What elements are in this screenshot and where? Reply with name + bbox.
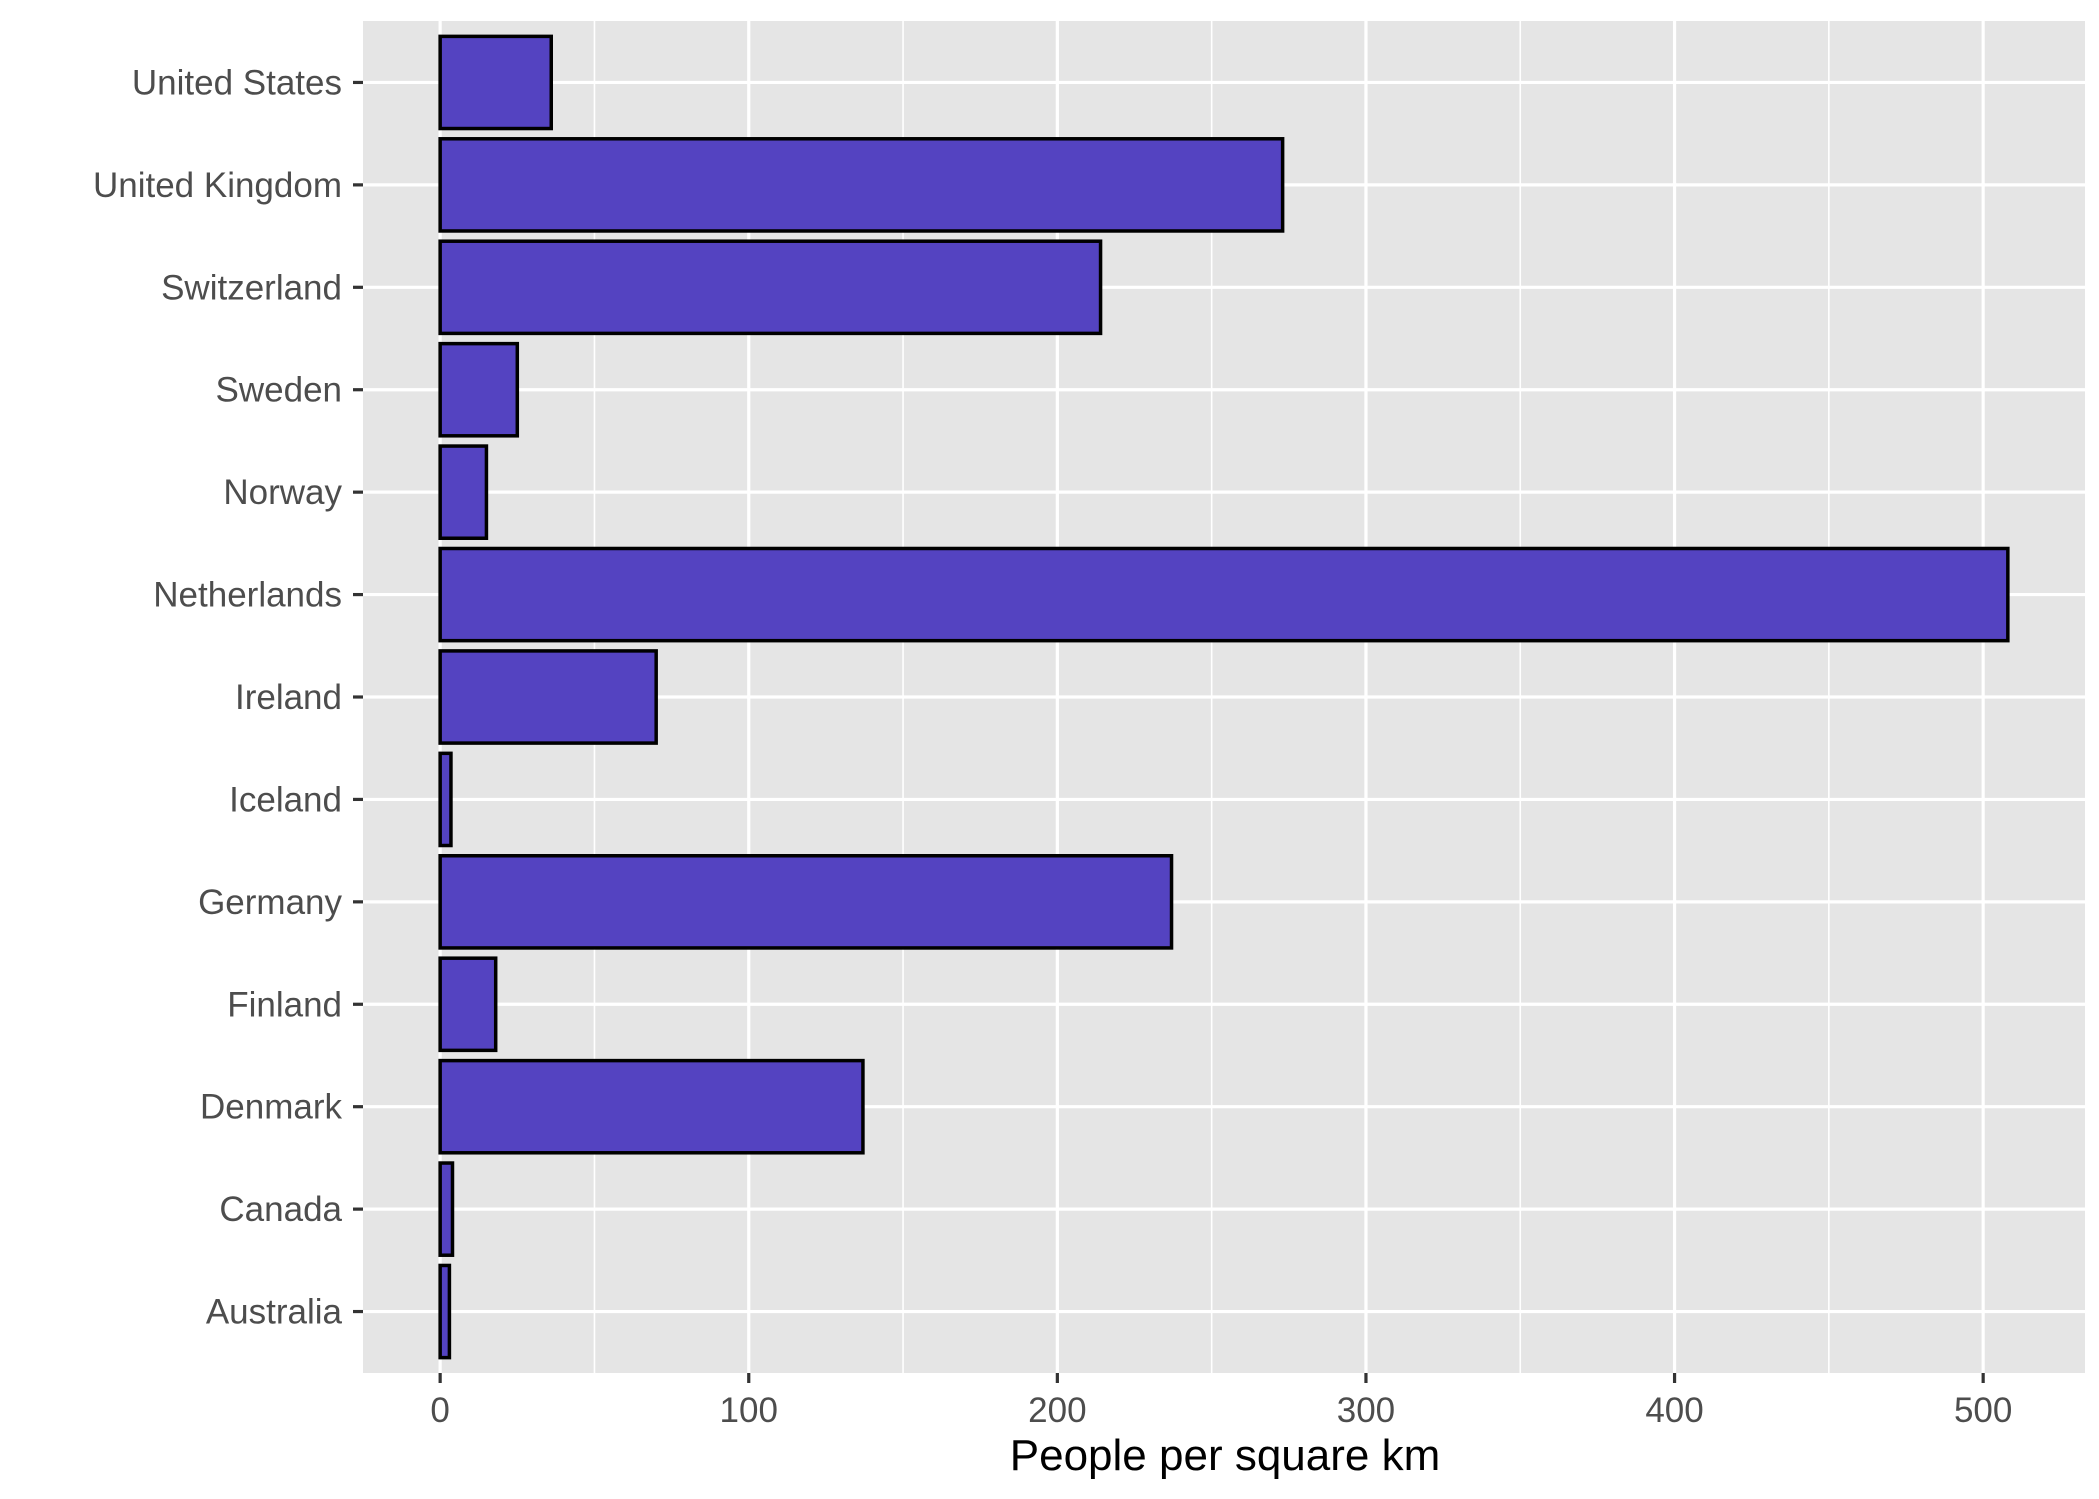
y-tick-label: Netherlands: [153, 576, 342, 615]
bar-ireland: [438, 649, 658, 745]
x-tick-label: 400: [1645, 1391, 1703, 1430]
y-tick-label: Norway: [223, 473, 342, 512]
y-tick-label: Sweden: [216, 371, 342, 410]
bar-iceland: [438, 751, 453, 848]
y-tick-label: Finland: [227, 985, 342, 1024]
y-tick-label: Canada: [219, 1190, 342, 1229]
bar-finland: [438, 956, 498, 1053]
x-tick-label: 100: [720, 1391, 778, 1430]
bar-denmark: [438, 1058, 865, 1155]
x-axis: 0 100 200 300 400 500: [430, 1373, 2012, 1430]
y-tick-label: Switzerland: [161, 268, 342, 307]
y-tick-label: Denmark: [200, 1088, 342, 1127]
bar-australia: [438, 1263, 452, 1360]
bar-switzerland: [438, 239, 1103, 336]
y-tick-label: United Kingdom: [93, 166, 342, 205]
x-tick-label: 300: [1337, 1391, 1395, 1430]
y-axis: United States United Kingdom Switzerland Sw…: [93, 63, 363, 1332]
bar-united-kingdom: [438, 137, 1285, 233]
x-tick-label: 200: [1028, 1391, 1086, 1430]
bars: [438, 34, 2010, 1360]
y-tick-label: Iceland: [229, 780, 342, 819]
y-tick-label: Ireland: [235, 678, 342, 717]
y-tick-label: Australia: [206, 1293, 343, 1332]
x-tick-label: 500: [1954, 1391, 2012, 1430]
bar-canada: [438, 1161, 455, 1257]
bar-united-states: [438, 34, 553, 131]
x-tick-label: 0: [430, 1391, 449, 1430]
y-tick-label: Germany: [198, 883, 342, 922]
bar-netherlands: [438, 546, 2010, 643]
x-axis-title: People per square km: [1010, 1431, 1440, 1480]
bar-sweden: [438, 341, 520, 438]
bar-germany: [438, 854, 1174, 950]
y-tick-label: United States: [132, 63, 342, 102]
bar-norway: [438, 444, 489, 540]
